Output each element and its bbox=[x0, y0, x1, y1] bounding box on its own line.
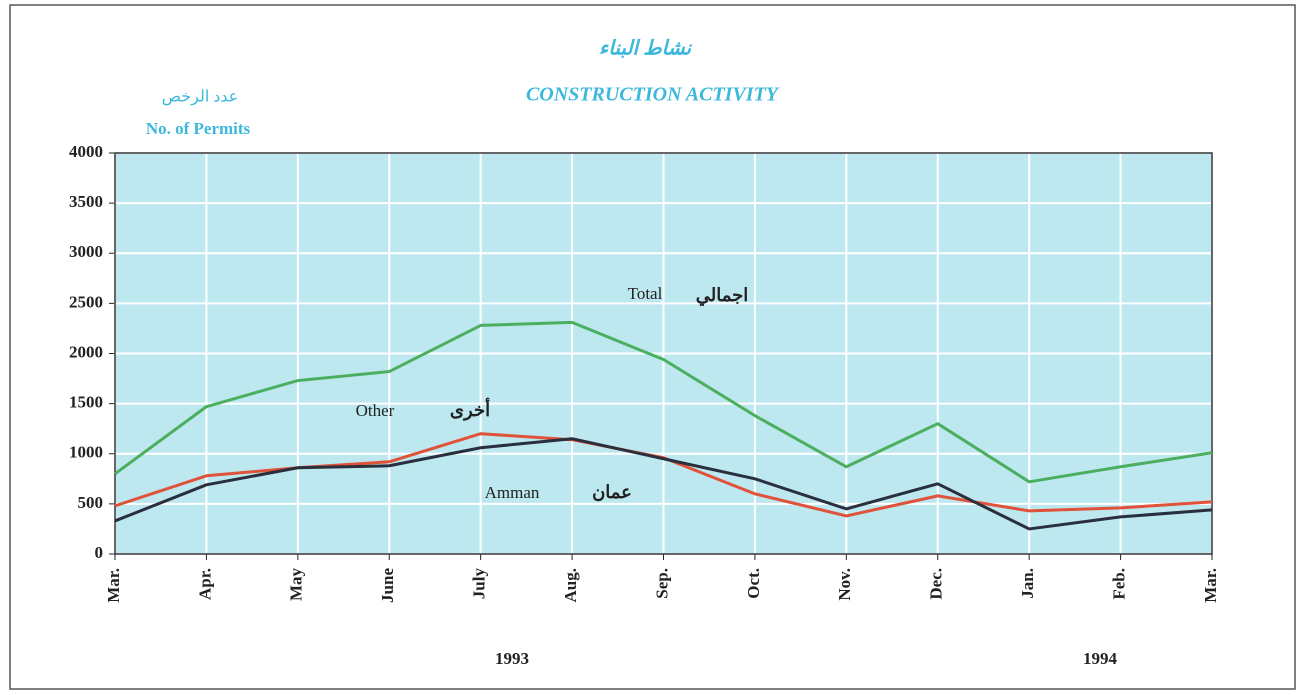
series-label-arabic: اجمالي bbox=[696, 285, 749, 306]
y-tick-label: 3500 bbox=[69, 192, 103, 211]
x-tick-label: Aug. bbox=[561, 568, 580, 602]
y-tick-label: 0 bbox=[95, 543, 104, 562]
y-axis-label: No. of Permits bbox=[146, 119, 251, 138]
year-label: 1993 bbox=[495, 649, 529, 668]
series-label-arabic: عمان bbox=[592, 482, 632, 502]
series-label: Amman bbox=[485, 483, 540, 502]
series-label: Other bbox=[356, 401, 395, 420]
y-tick-label: 500 bbox=[78, 493, 104, 512]
y-tick-label: 2000 bbox=[69, 342, 103, 361]
x-tick-label: June bbox=[378, 568, 397, 603]
x-tick-label: Sep. bbox=[652, 568, 671, 599]
x-tick-label: Apr. bbox=[195, 568, 214, 600]
y-axis-label-arabic: عدد الرخص bbox=[162, 89, 239, 106]
x-tick-label: Nov. bbox=[835, 568, 854, 601]
chart-title: CONSTRUCTION ACTIVITY bbox=[526, 84, 780, 106]
series-line bbox=[114, 437, 1213, 531]
chart-title-arabic: نشاط البناء bbox=[599, 38, 693, 60]
x-tick-label: Mar. bbox=[104, 568, 123, 603]
series-label: Total bbox=[628, 284, 663, 303]
year-label: 1994 bbox=[1083, 649, 1118, 668]
y-tick-label: 1000 bbox=[69, 443, 103, 462]
x-tick-label: Dec. bbox=[927, 568, 946, 600]
series-line bbox=[114, 320, 1213, 484]
x-tick-label: Feb. bbox=[1109, 568, 1128, 600]
y-tick-label: 3000 bbox=[69, 242, 103, 261]
y-tick-label: 4000 bbox=[69, 142, 103, 161]
x-tick-label: Oct. bbox=[744, 568, 763, 599]
x-tick-label: July bbox=[470, 568, 489, 600]
x-tick-label: May bbox=[287, 568, 306, 602]
series-label-arabic: أخرى bbox=[450, 398, 490, 421]
y-tick-label: 2500 bbox=[69, 292, 103, 311]
x-tick-label: Mar. bbox=[1201, 568, 1220, 603]
x-tick-label: Jan. bbox=[1018, 568, 1037, 599]
plot-border bbox=[114, 152, 1213, 555]
y-tick-label: 1500 bbox=[69, 393, 103, 412]
